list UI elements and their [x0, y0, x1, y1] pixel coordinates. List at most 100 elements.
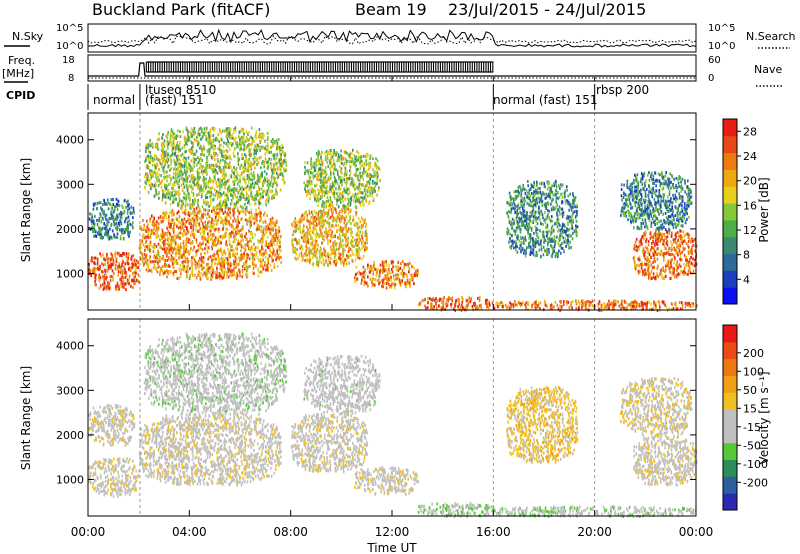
scatter-cell: [248, 143, 250, 146]
scatter-cell: [174, 177, 176, 180]
scatter-cell: [97, 231, 99, 235]
scatter-cell: [338, 217, 341, 221]
scatter-cell: [224, 210, 226, 214]
scatter-cell: [326, 252, 329, 256]
scatter-cell: [141, 252, 143, 256]
scatter-cell: [339, 229, 342, 233]
scatter-cell: [295, 220, 297, 224]
scatter-cell: [220, 137, 223, 141]
scatter-cell: [214, 154, 216, 158]
scatter-cell: [174, 243, 177, 247]
scatter-cell: [93, 228, 96, 232]
scatter-cell: [330, 236, 333, 240]
scatter-cell: [105, 285, 107, 289]
scatter-cell: [357, 186, 359, 190]
scatter-cell: [328, 228, 331, 232]
scatter-cell: [291, 223, 293, 226]
scatter-cell: [329, 174, 332, 178]
scatter-cell: [190, 127, 193, 131]
scatter-cell: [114, 235, 116, 239]
scatter-cell: [129, 211, 132, 215]
scatter-cell: [167, 165, 169, 169]
scatter-cell: [352, 236, 354, 240]
scatter-cell: [372, 157, 374, 161]
scatter-cell: [232, 231, 234, 235]
scatter-cell: [316, 247, 318, 251]
scatter-cell: [244, 202, 246, 206]
scatter-cell: [247, 240, 250, 244]
scatter-cell: [155, 144, 157, 148]
scatter-cell: [346, 243, 349, 247]
scatter-cell: [267, 144, 269, 148]
scatter-cell: [216, 197, 219, 201]
scatter-cell: [226, 127, 229, 131]
scatter-cell: [253, 139, 256, 143]
scatter-cell: [225, 127, 228, 131]
scatter-cell: [153, 227, 155, 231]
scatter-cell: [146, 258, 149, 262]
scatter-cell: [194, 131, 197, 135]
scatter-cell: [336, 159, 339, 163]
scatter-cell: [165, 248, 167, 252]
nsearch-tick-bottom: 10^0: [708, 41, 735, 52]
scatter-cell: [192, 130, 195, 134]
scatter-cell: [204, 194, 207, 198]
scatter-cell: [301, 258, 304, 262]
scatter-cell: [178, 173, 180, 176]
scatter-cell: [350, 201, 352, 204]
scatter-cell: [161, 269, 164, 273]
scatter-cell: [195, 249, 198, 253]
scatter-cell: [319, 228, 321, 232]
scatter-cell: [177, 185, 180, 189]
scatter-cell: [333, 167, 336, 171]
scatter-cell: [163, 210, 165, 214]
scatter-cell: [227, 198, 229, 202]
scatter-cell: [162, 156, 165, 160]
scatter-cell: [331, 223, 334, 227]
scatter-cell: [219, 234, 222, 238]
scatter-cell: [260, 139, 262, 143]
scatter-cell: [304, 172, 306, 176]
scatter-cell: [272, 252, 274, 256]
scatter-cell: [233, 138, 236, 142]
scatter-cell: [220, 170, 222, 174]
scatter-cell: [258, 202, 261, 206]
scatter-cell: [251, 259, 254, 263]
scatter-cell: [220, 241, 222, 245]
scatter-cell: [255, 190, 258, 194]
scatter-cell: [343, 233, 345, 237]
scatter-cell: [314, 239, 316, 243]
scatter-cell: [210, 195, 212, 199]
scatter-cell: [211, 186, 214, 190]
scatter-cell: [260, 187, 263, 191]
scatter-cell: [258, 128, 261, 132]
scatter-cell: [107, 198, 109, 202]
scatter-cell: [199, 188, 202, 191]
scatter-cell: [192, 221, 195, 225]
scatter-cell: [345, 205, 347, 208]
scatter-cell: [248, 200, 250, 204]
scatter-cell: [236, 223, 238, 227]
scatter-cell: [352, 159, 354, 163]
scatter-cell: [204, 186, 207, 190]
scatter-cell: [179, 272, 182, 276]
scatter-cell: [163, 239, 165, 243]
scatter-cell: [112, 258, 115, 262]
scatter-cell: [90, 226, 93, 230]
scatter-cell: [170, 244, 172, 248]
scatter-cell: [215, 237, 218, 241]
scatter-cell: [208, 151, 211, 155]
scatter-cell: [161, 234, 163, 238]
scatter-cell: [247, 131, 250, 135]
scatter-cell: [197, 180, 200, 184]
scatter-cell: [166, 231, 168, 235]
scatter-cell: [345, 159, 348, 163]
scatter-cell: [323, 253, 326, 257]
scatter-cell: [345, 233, 347, 237]
scatter-cell: [196, 135, 198, 139]
scatter-cell: [125, 200, 128, 204]
scatter-cell: [185, 220, 188, 224]
scatter-cell: [238, 135, 240, 139]
scatter-cell: [234, 236, 236, 240]
scatter-cell: [345, 262, 348, 266]
